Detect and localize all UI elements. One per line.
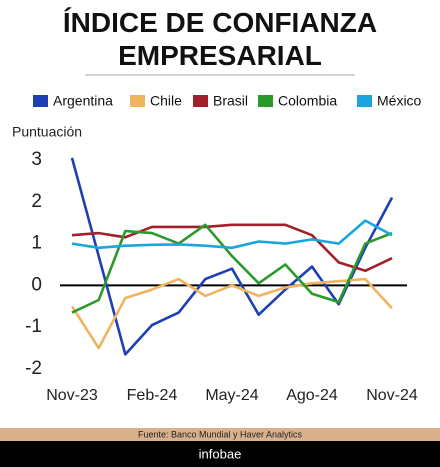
footer: infobae bbox=[199, 446, 242, 461]
legend-label: Chile bbox=[150, 93, 182, 109]
y-tick-label: -1 bbox=[25, 316, 42, 337]
series-line bbox=[70, 277, 393, 350]
x-tick-label: Nov-23 bbox=[46, 387, 98, 404]
chart-title: ÍNDICE DE CONFIANZA EMPRESARIAL bbox=[62, 7, 378, 71]
series-line bbox=[70, 157, 394, 356]
legend-swatch bbox=[130, 95, 145, 107]
y-axis-label: Puntuación bbox=[12, 124, 82, 140]
legend-swatch bbox=[258, 95, 273, 107]
source: Fuente: Banco Mundial y Haver Analytics bbox=[138, 429, 303, 439]
x-tick-label: Feb-24 bbox=[127, 387, 178, 404]
y-tick-label: 3 bbox=[31, 149, 42, 170]
x-tick-label: May-24 bbox=[205, 387, 258, 404]
y-tick-label: -2 bbox=[25, 358, 42, 379]
series-line bbox=[71, 223, 393, 273]
footer-band bbox=[0, 441, 440, 467]
y-tick-label: 1 bbox=[31, 233, 42, 254]
legend-label: México bbox=[377, 93, 422, 109]
legend-swatch bbox=[193, 95, 208, 107]
y-tick-label: 0 bbox=[31, 274, 42, 295]
legend-swatch bbox=[357, 95, 372, 107]
y-tick-label: 2 bbox=[31, 191, 42, 212]
legend-label: Brasil bbox=[213, 93, 248, 109]
series-line bbox=[71, 223, 393, 314]
legend-label: Argentina bbox=[53, 93, 113, 109]
series-line bbox=[71, 219, 393, 250]
x-tick-label: Ago-24 bbox=[286, 387, 338, 404]
source-band bbox=[0, 428, 440, 441]
legend-swatch bbox=[33, 95, 48, 107]
x-tick-label: Nov-24 bbox=[366, 387, 418, 404]
legend-label: Colombia bbox=[278, 93, 337, 109]
